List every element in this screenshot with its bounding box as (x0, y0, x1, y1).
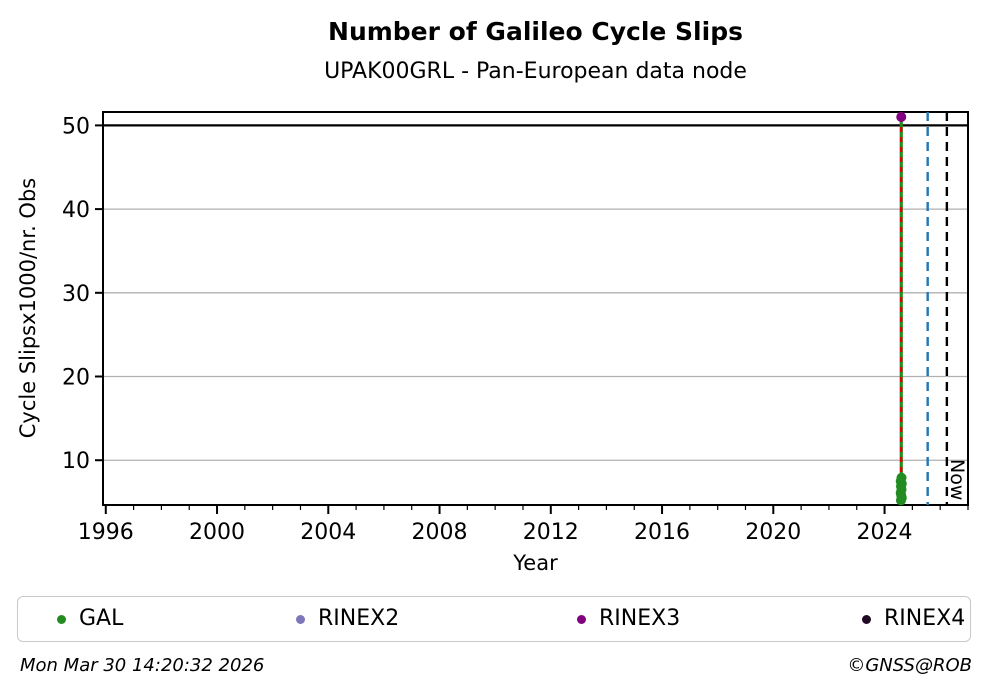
rinex4-marker-icon (862, 614, 871, 624)
legend-label-rinex3: RINEX3 (599, 606, 681, 631)
plot-border (102, 111, 969, 506)
x-tick-label: 2008 (412, 520, 468, 545)
legend-item-rinex2: RINEX2 (296, 597, 399, 641)
marker-gal (895, 495, 906, 506)
y-tick-label: 30 (62, 282, 90, 307)
chart-subtitle: UPAK00GRL - Pan-European data node (324, 59, 747, 84)
gal-marker-icon (57, 614, 66, 624)
legend-item-rinex3: RINEX3 (577, 597, 680, 641)
legend-item-rinex4: RINEX4 (862, 597, 965, 641)
now-label: Now (946, 459, 968, 500)
rinex3-marker-icon (577, 614, 586, 624)
marker-rinex3 (896, 112, 907, 123)
legend-label-gal: GAL (79, 606, 124, 631)
y-tick-label: 40 (62, 198, 90, 223)
x-tick-label: 2004 (300, 520, 356, 545)
y-tick-label: 20 (62, 366, 90, 391)
timestamp: Mon Mar 30 14:20:32 2026 (20, 655, 265, 676)
x-tick-label: 2016 (634, 520, 690, 545)
x-tick-label: 2020 (745, 520, 801, 545)
x-tick-label: 2000 (189, 520, 245, 545)
legend-item-gal: GAL (57, 597, 123, 641)
legend-box: GAL RINEX2 RINEX3 RINEX4 (17, 596, 971, 642)
y-axis-label: Cycle Slipsx1000/nr. Obs (16, 177, 40, 439)
legend-label-rinex4: RINEX4 (884, 606, 966, 631)
chart-title: Number of Galileo Cycle Slips (328, 17, 743, 46)
y-tick-label: 10 (62, 449, 90, 474)
x-tick-label: 1996 (78, 520, 134, 545)
x-tick-label: 2012 (523, 520, 579, 545)
x-tick-label: 2024 (857, 520, 913, 545)
rinex2-marker-icon (296, 614, 305, 624)
y-tick-label: 50 (62, 114, 90, 139)
x-axis-label: Year (513, 551, 558, 575)
legend-label-rinex2: RINEX2 (318, 606, 400, 631)
copyright: ©GNSS@ROB (847, 655, 972, 676)
